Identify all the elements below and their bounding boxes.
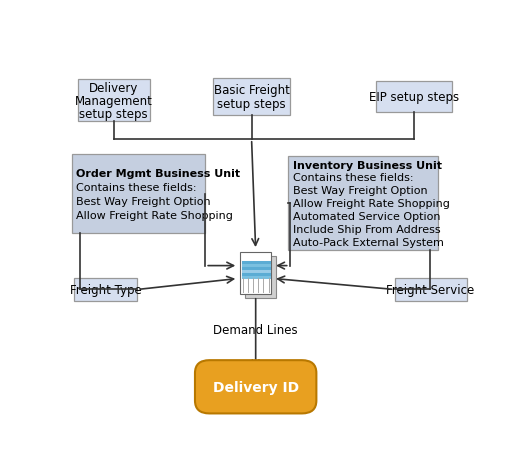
Text: Management: Management xyxy=(75,95,152,108)
Text: Order Mgmt Business Unit: Order Mgmt Business Unit xyxy=(76,169,241,178)
FancyBboxPatch shape xyxy=(245,257,276,299)
FancyBboxPatch shape xyxy=(395,278,467,302)
Text: Allow Freight Rate Shopping: Allow Freight Rate Shopping xyxy=(293,199,449,208)
Text: setup steps: setup steps xyxy=(80,108,148,120)
Text: Best Way Freight Option: Best Way Freight Option xyxy=(293,186,427,196)
FancyBboxPatch shape xyxy=(72,155,205,234)
FancyBboxPatch shape xyxy=(288,157,438,250)
Text: EIP setup steps: EIP setup steps xyxy=(369,91,459,104)
FancyBboxPatch shape xyxy=(195,360,316,414)
FancyBboxPatch shape xyxy=(376,82,452,113)
Text: Delivery: Delivery xyxy=(89,82,139,95)
Text: Contains these fields:: Contains these fields: xyxy=(76,183,197,193)
Text: Delivery ID: Delivery ID xyxy=(212,380,299,394)
Text: Inventory Business Unit: Inventory Business Unit xyxy=(293,160,441,170)
Text: Auto-Pack External System: Auto-Pack External System xyxy=(293,237,443,247)
Text: Include Ship From Address: Include Ship From Address xyxy=(293,224,440,234)
Text: Best Way Freight Option: Best Way Freight Option xyxy=(76,197,211,207)
Text: Automated Service Option: Automated Service Option xyxy=(293,211,440,221)
Text: Basic Freight: Basic Freight xyxy=(213,84,289,97)
FancyBboxPatch shape xyxy=(78,80,150,122)
Text: setup steps: setup steps xyxy=(217,98,286,111)
Text: Freight Type: Freight Type xyxy=(70,283,141,297)
Text: Allow Freight Rate Shopping: Allow Freight Rate Shopping xyxy=(76,210,233,220)
Text: Demand Lines: Demand Lines xyxy=(213,324,298,337)
Text: Freight Service: Freight Service xyxy=(387,283,475,297)
FancyBboxPatch shape xyxy=(74,278,138,302)
FancyBboxPatch shape xyxy=(213,79,289,116)
FancyBboxPatch shape xyxy=(240,252,271,295)
Text: Contains these fields:: Contains these fields: xyxy=(293,173,413,183)
